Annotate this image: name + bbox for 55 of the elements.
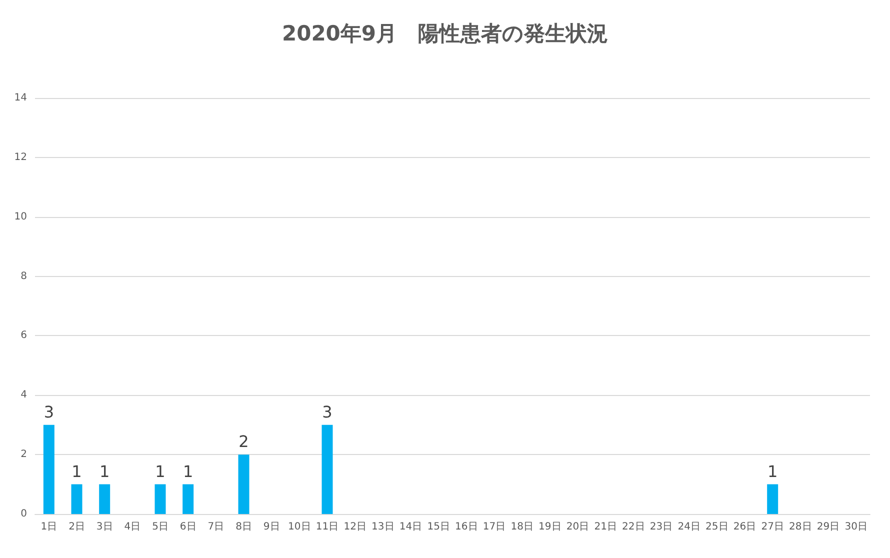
x-tick-label: 16日 (455, 522, 478, 532)
x-tick-label: 10日 (288, 522, 311, 532)
x-tick-label: 28日 (789, 522, 812, 532)
chart-title: 2020年9月 陽性患者の発生状況 (282, 22, 608, 46)
x-tick-label: 20日 (566, 522, 590, 532)
x-tick-label: 7日 (208, 522, 224, 532)
data-label: 3 (44, 402, 54, 422)
x-tick-label: 13日 (372, 522, 394, 532)
bar (99, 484, 110, 514)
x-tick-label: 4日 (124, 522, 141, 532)
data-label: 3 (322, 402, 332, 422)
x-tick-label: 8日 (236, 522, 252, 532)
x-tick-label: 30日 (844, 522, 868, 532)
data-label: 1 (72, 462, 82, 481)
x-tick-label: 6日 (180, 522, 196, 532)
x-tick-label: 26日 (733, 522, 756, 532)
x-tick-label: 21日 (594, 522, 617, 532)
data-label: 1 (182, 462, 194, 481)
bar (182, 484, 194, 514)
x-tick-label: 29日 (816, 522, 840, 532)
x-tick-label: 5日 (152, 522, 168, 532)
bar (767, 484, 778, 514)
data-label: 1 (155, 462, 166, 481)
bar (322, 424, 333, 514)
y-tick-label: 4 (20, 390, 27, 401)
x-tick-label: 9日 (263, 522, 280, 532)
x-tick-label: 19日 (538, 522, 562, 532)
x-tick-label: 15日 (427, 522, 450, 532)
y-tick-label: 8 (20, 270, 27, 282)
bar (71, 484, 82, 514)
x-tick-label: 14日 (399, 522, 422, 532)
x-tick-label: 3日 (96, 522, 113, 532)
x-tick-label: 2日 (68, 522, 85, 532)
data-label: 2 (238, 432, 249, 452)
y-tick-label: 12 (14, 152, 27, 163)
bar (43, 424, 54, 514)
bar (154, 484, 166, 514)
y-tick-label: 0 (20, 508, 27, 520)
x-tick-label: 24日 (678, 522, 700, 532)
x-tick-label: 23日 (650, 522, 673, 532)
x-tick-label: 12日 (344, 522, 366, 532)
x-tick-label: 11日 (316, 522, 339, 532)
bar (238, 454, 250, 514)
y-tick-label: 2 (20, 449, 27, 460)
y-tick-label: 14 (14, 92, 27, 104)
x-tick-label: 18日 (510, 522, 534, 532)
x-tick-label: 17日 (482, 522, 506, 532)
x-tick-label: 25日 (706, 522, 728, 532)
data-label: 1 (99, 462, 110, 481)
x-tick-label: 27日 (761, 522, 784, 532)
y-tick-label: 10 (14, 211, 27, 222)
x-tick-label: 22日 (622, 522, 645, 532)
data-label: 1 (767, 462, 778, 481)
x-tick-label: 1日 (40, 522, 58, 532)
y-tick-label: 6 (20, 330, 27, 342)
